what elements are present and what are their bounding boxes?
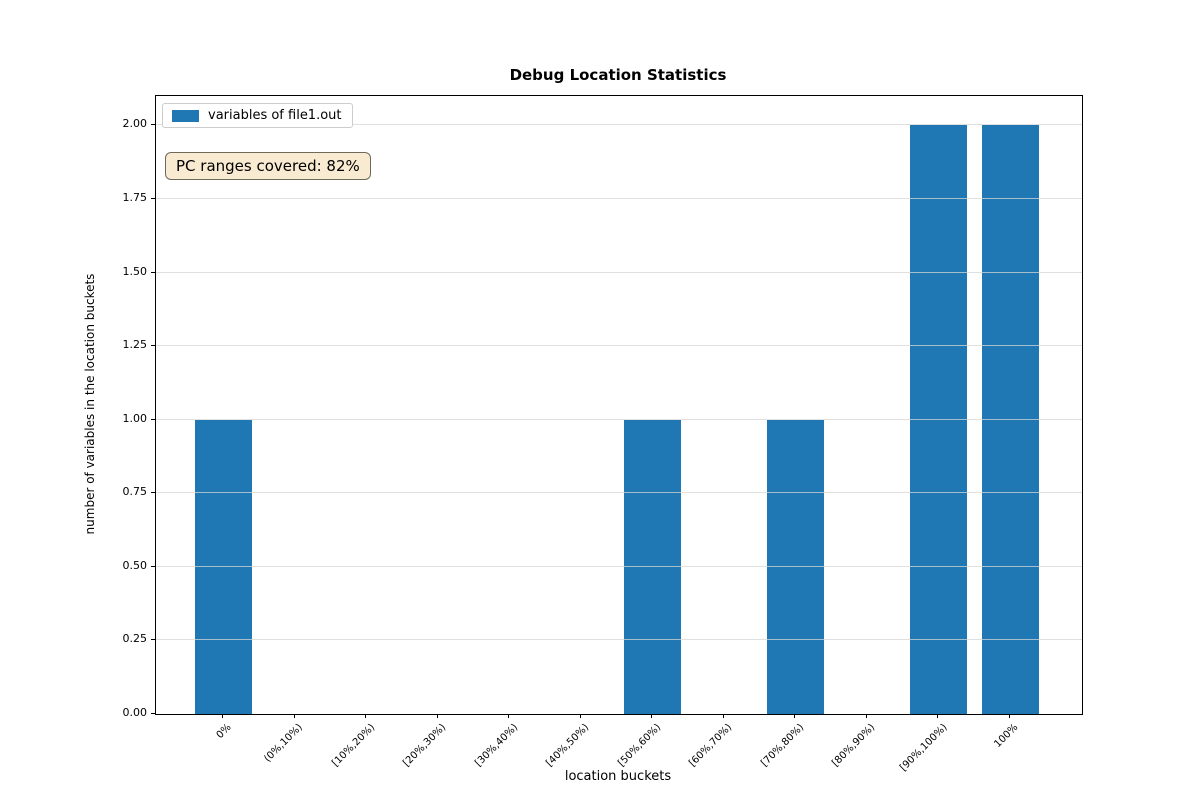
- x-tick-label-[80%,90%): [80%,90%): [830, 722, 878, 769]
- bar-0%: [194, 419, 252, 714]
- x-tick-mark-0%: [222, 714, 223, 718]
- y-tick-label-1.25: 1.25: [122, 338, 148, 352]
- bar-[50%,60%): [623, 419, 681, 714]
- x-tick-mark-[90%,100%): [937, 714, 939, 718]
- y-tick-mark-1.25: [151, 345, 155, 347]
- y-tick-label-0.00: 0.00: [122, 706, 148, 719]
- legend-swatch-icon: [172, 109, 199, 122]
- x-tick-label-[70%,80%): [70%,80%): [759, 722, 807, 769]
- x-tick-mark-[10%,20%): [365, 714, 367, 718]
- y-tick-label-1.75: 1.75: [122, 191, 148, 204]
- gridline-y-2.00: [156, 124, 1082, 126]
- x-tick-mark-[50%,60%): [651, 714, 653, 718]
- gridline-y-0.75: [156, 492, 1082, 494]
- x-tick-label-[60%,70%): [60%,70%): [687, 722, 735, 769]
- x-tick-mark-[30%,40%): [508, 714, 510, 718]
- x-tick-mark-(0%,10%): [293, 714, 295, 718]
- x-tick-mark-[40%,50%): [579, 714, 581, 718]
- y-tick-mark-1.50: [151, 271, 155, 273]
- x-tick-mark-100%: [1009, 714, 1010, 718]
- x-tick-label-(0%,10%): (0%,10%): [262, 722, 306, 765]
- x-tick-mark-[20%,30%): [436, 714, 438, 718]
- y-tick-label-0.25: 0.25: [122, 632, 148, 646]
- chart-title: Debug Location Statistics: [509, 66, 727, 84]
- gridline-y-0.25: [156, 639, 1082, 641]
- x-tick-label-[90%,100%): [90%,100%): [897, 722, 950, 774]
- annotation-pc-ranges: PC ranges covered: 82%: [165, 152, 371, 180]
- legend: variables of file1.out: [162, 103, 353, 128]
- x-tick-label-100%: 100%: [992, 722, 1021, 750]
- x-tick-mark-[70%,80%): [794, 714, 796, 718]
- gridline-y-1.25: [156, 345, 1082, 347]
- y-tick-mark-0.25: [151, 639, 155, 641]
- y-tick-mark-1.00: [151, 418, 155, 420]
- x-tick-label-[50%,60%): [50%,60%): [616, 722, 664, 769]
- y-tick-mark-1.75: [151, 198, 155, 199]
- y-tick-mark-2.00: [151, 124, 155, 126]
- y-tick-label-1.50: 1.50: [122, 264, 148, 278]
- x-tick-label-[30%,40%): [30%,40%): [472, 722, 520, 769]
- plot-area: variables of file1.out PC ranges covered…: [155, 95, 1083, 715]
- x-tick-mark-[60%,70%): [722, 714, 724, 718]
- gridline-y-1.75: [156, 198, 1082, 199]
- y-tick-label-2.00: 2.00: [122, 117, 148, 131]
- bar-100%: [981, 125, 1039, 714]
- y-tick-label-0.75: 0.75: [122, 485, 148, 499]
- y-tick-label-1.00: 1.00: [122, 411, 148, 425]
- y-tick-mark-0.75: [151, 492, 155, 494]
- x-tick-label-[20%,30%): [20%,30%): [401, 722, 449, 769]
- x-tick-label-[10%,20%): [10%,20%): [329, 722, 377, 769]
- x-axis-label: location buckets: [564, 769, 672, 784]
- x-tick-mark-[80%,90%): [865, 714, 867, 718]
- gridline-y-1.00: [156, 418, 1082, 420]
- y-tick-mark-0.50: [151, 565, 155, 567]
- y-tick-mark-0.00: [151, 713, 155, 714]
- bar-[90%,100%): [909, 125, 967, 714]
- bar-[70%,80%): [766, 419, 824, 714]
- gridline-y-1.50: [156, 271, 1082, 273]
- y-tick-label-0.50: 0.50: [122, 558, 148, 572]
- x-tick-label-0%: 0%: [214, 722, 234, 742]
- legend-label: variables of file1.out: [208, 108, 342, 123]
- gridline-y-0.50: [156, 565, 1082, 567]
- x-tick-label-[40%,50%): [40%,50%): [544, 722, 592, 769]
